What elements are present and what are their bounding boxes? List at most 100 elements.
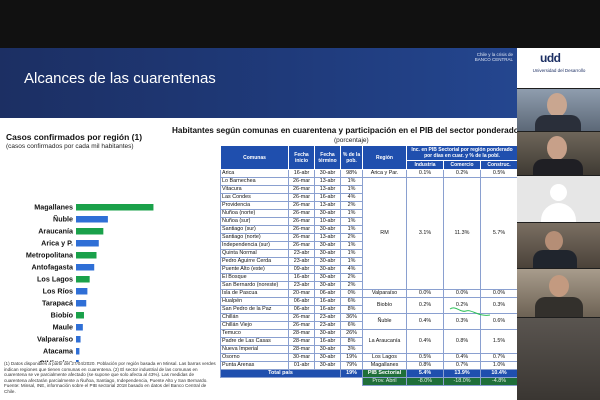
cell-pct-pob: 0%	[340, 289, 363, 298]
cell-total-industria: 5.4%	[406, 369, 444, 378]
top-strip	[0, 0, 600, 48]
cell-comuna: Lo Barnechea	[220, 177, 289, 186]
cell-fecha-termino: 13-abr	[314, 233, 341, 242]
cell-fecha-termino: 30-abr	[314, 329, 341, 338]
cell-industria: 3.1%	[406, 177, 444, 290]
cell-industria: 0.8%	[406, 361, 444, 370]
udd-logo-text: Universidad del Desarrollo	[532, 68, 586, 73]
table-title: Habitantes según comunas en cuarentena y…	[172, 126, 517, 135]
bar-antofagasta	[76, 264, 95, 271]
cell-comuna: Santiago (sur)	[220, 225, 289, 234]
cell-industria: 0.4%	[406, 313, 444, 330]
cell-pct-pob: 2%	[340, 201, 363, 210]
cell-comuna: Las Condes	[220, 193, 289, 202]
cell-prov-comercio: -18.0%	[443, 377, 481, 386]
cell-pct-pob: 3%	[340, 345, 363, 354]
participant-5-face	[549, 275, 569, 297]
bar--uble	[76, 216, 108, 223]
participant-4-body	[533, 250, 577, 268]
category-label: Ñuble	[53, 215, 73, 224]
header-region: Región	[362, 145, 407, 170]
cell-pct-pob: 1%	[340, 177, 363, 186]
cell-fecha-inicio: 26-mar	[288, 193, 315, 202]
cell-pct-pob: 36%	[340, 313, 363, 322]
cell-comuna: Temuco	[220, 329, 289, 338]
table-row: Temuco 28-mar 30-abr 26% La Araucanía 0.4% 0.8…	[220, 329, 517, 354]
cell-fecha-termino: 30-abr	[314, 273, 341, 282]
cell-fecha-inicio: 28-mar	[288, 337, 315, 346]
table-row: Isla de Pascua 20-mar 06-abr 0% Valparaíso 0.…	[220, 289, 517, 298]
category-label: Biobío	[51, 311, 74, 320]
quarantine-table: Comunas Fecha inicio Fecha término % de …	[220, 145, 517, 386]
cell-fecha-termino: 30-abr	[314, 169, 341, 178]
cell-comuna: Isla de Pascua	[220, 289, 289, 298]
cell-pct-pob: 1%	[340, 241, 363, 250]
participants-column[interactable]: udd Universidad del Desarrollo	[517, 48, 600, 400]
cell-industria: 0.5%	[406, 353, 444, 362]
cell-fecha-inicio: 26-mar	[288, 241, 315, 250]
table-row: Arica 16-abr 30-abr 98% Arica y Par. 0.1% 0.2%…	[220, 169, 517, 178]
cell-pct-pob: 26%	[340, 329, 363, 338]
header-construccion: Construc.	[479, 160, 517, 170]
cell-fecha-inicio: 26-mar	[288, 313, 315, 322]
cell-comuna: El Bosque	[220, 273, 289, 282]
cell-pct-pob: 1%	[340, 257, 363, 266]
bar-los-lagos	[76, 276, 90, 283]
bar-tarapac-	[76, 300, 87, 307]
category-label: Valparaíso	[37, 335, 74, 344]
table-row: Lo Barnechea 26-mar 13-abr 1% RM 3.1% 11.3% 5.7…	[220, 177, 517, 290]
cell-total-comercio: 13.9%	[443, 369, 481, 378]
table-row: Ñuñoa (norte) 26-mar 30-abr 1%	[220, 209, 518, 218]
cell-comercio: 0.0%	[443, 289, 481, 298]
participant-tile-5[interactable]	[517, 269, 600, 317]
cell-fecha-inicio: 26-mar	[288, 177, 315, 186]
cell-fecha-termino: 30-abr	[314, 249, 341, 258]
cell-comuna: Chillán Viejo	[220, 321, 289, 330]
cell-region: Magallanes	[362, 361, 407, 370]
participant-tile-2[interactable]	[517, 132, 600, 175]
cell-fecha-inicio: 26-mar	[288, 209, 315, 218]
table-subtitle: (porcentaje)	[334, 137, 369, 144]
cell-industria: 0.0%	[406, 289, 444, 298]
participant-tile-1[interactable]	[517, 89, 600, 131]
cell-pct-pob: 6%	[340, 297, 363, 306]
bar-maule	[76, 324, 83, 331]
cell-fecha-termino: 30-abr	[314, 281, 341, 290]
header-inc-group: Inc. en PIB Sectorial por región pondera…	[405, 145, 517, 161]
participant-tile-4[interactable]	[517, 223, 600, 268]
cell-pct-pob: 19%	[340, 353, 363, 362]
cell-industria: 0.4%	[406, 329, 444, 354]
participant-2-body	[533, 159, 583, 175]
bar-valpara-so	[76, 336, 81, 343]
participant-tile-logo[interactable]: udd Universidad del Desarrollo	[517, 48, 600, 88]
cell-construccion: 1.0%	[479, 361, 517, 370]
cell-comuna: Osorno	[220, 353, 289, 362]
header-fecha-termino: Fecha término	[314, 145, 341, 170]
category-label: Tarapacá	[42, 299, 74, 308]
header-pct-pob: % de la pob.	[340, 145, 363, 170]
category-label: Magallanes	[34, 203, 73, 212]
participant-2-face	[547, 136, 567, 160]
cell-comuna: San Pedro de la Paz	[220, 305, 289, 314]
participant-1-body	[535, 115, 581, 131]
participant-tile-6[interactable]	[517, 318, 600, 400]
cell-fecha-termino: 16-abr	[314, 193, 341, 202]
cell-fecha-termino: 30-abr	[314, 353, 341, 362]
cell-pct-pob: 2%	[340, 281, 363, 290]
participant-3-avatar-head	[550, 184, 567, 201]
cell-total-pct: 19%	[340, 369, 363, 378]
cell-fecha-termino: 23-abr	[314, 313, 341, 322]
cell-fecha-inicio: 30-mar	[288, 353, 315, 362]
cell-industria: 0.2%	[406, 297, 444, 314]
cell-comuna: Puente Alto (este)	[220, 265, 289, 274]
cell-fecha-termino: 13-abr	[314, 185, 341, 194]
cell-comercio: 0.4%	[443, 353, 481, 362]
cell-fecha-inicio: 28-mar	[288, 329, 315, 338]
participant-tile-3[interactable]	[517, 176, 600, 222]
cell-comuna: Punta Arenas	[220, 361, 289, 370]
cell-comuna: Nueva Imperial	[220, 345, 289, 354]
cell-fecha-termino: 30-abr	[314, 345, 341, 354]
cell-fecha-termino: 30-abr	[314, 361, 341, 370]
cell-fecha-termino: 16-abr	[314, 337, 341, 346]
